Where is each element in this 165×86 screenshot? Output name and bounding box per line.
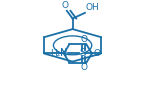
Text: O: O: [80, 63, 87, 72]
Text: O: O: [80, 35, 87, 44]
Text: H₂N: H₂N: [50, 49, 67, 58]
Text: OH: OH: [86, 3, 99, 12]
Text: S: S: [79, 49, 85, 58]
Text: O: O: [94, 49, 101, 58]
Text: N: N: [60, 49, 67, 58]
Text: O: O: [62, 1, 69, 10]
